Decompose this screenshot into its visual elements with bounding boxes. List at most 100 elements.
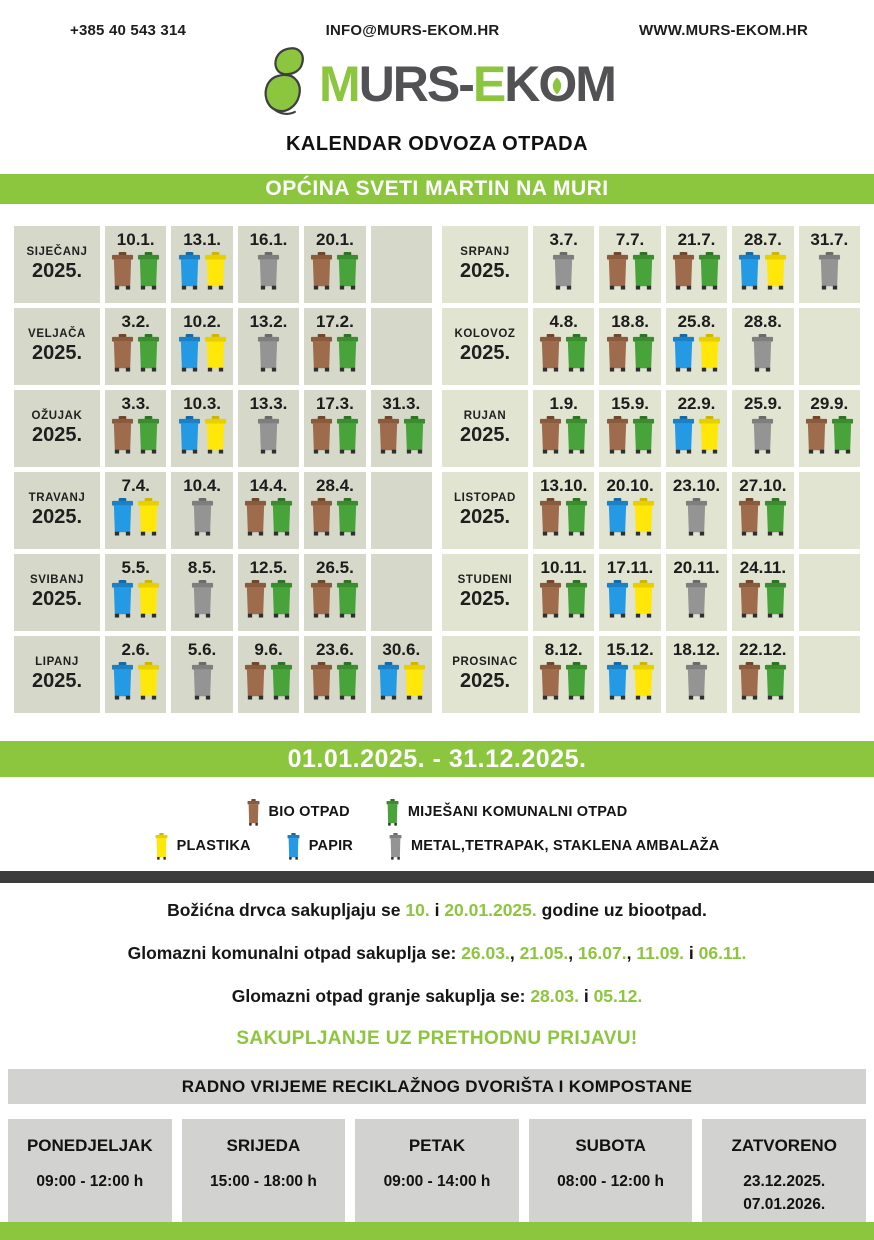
bio-bin-icon	[244, 580, 267, 618]
mko-bin-icon	[765, 662, 787, 700]
empty-cell	[798, 472, 860, 549]
legend-item: METAL,TETRAPAK, STAKLENA AMBALAŽA	[389, 832, 719, 860]
bio-bin-icon	[606, 416, 628, 454]
collection-date-cell: 28.4.	[304, 472, 366, 549]
day-name: SRIJEDA	[226, 1136, 301, 1155]
collection-date: 22.12.	[739, 640, 787, 659]
collection-date: 10.2.	[183, 312, 221, 331]
papir-bin-icon	[739, 252, 761, 290]
collection-date: 20.10.	[606, 476, 654, 495]
bio-bin-icon	[739, 662, 761, 700]
metal-bin-icon	[257, 252, 280, 290]
month-label-cell: LIPANJ 2025.	[14, 636, 100, 713]
bin-icons	[533, 416, 594, 454]
bin-icons	[238, 498, 299, 536]
schedule-day-card: SUBOTA 08:00 - 12:00 h	[528, 1119, 693, 1229]
note-date-highlight: 26.03.	[461, 943, 510, 963]
bin-icons	[238, 416, 299, 454]
bin-icons	[732, 334, 793, 372]
collection-date: 20.1.	[315, 230, 354, 249]
bin-icons	[666, 580, 727, 618]
metal-bin-icon	[685, 580, 708, 618]
empty-cell	[798, 308, 860, 385]
collection-date-cell: 17.2.	[304, 308, 366, 385]
collection-date: 17.2.	[315, 312, 354, 331]
collection-date: 15.9.	[611, 394, 649, 413]
bin-icons	[371, 416, 432, 454]
note-line: Božićna drvca sakupljaju se 10. i 20.01.…	[0, 897, 874, 923]
note-line: SAKUPLJANJE UZ PRETHODNU PRIJAVU!	[0, 1026, 874, 1052]
bio-bin-icon	[540, 662, 562, 700]
bio-bin-icon	[244, 662, 267, 700]
collection-date-cell: 13.1.	[171, 226, 233, 303]
collection-date: 9.6.	[254, 640, 283, 659]
plastika-bin-icon	[138, 580, 160, 618]
day-name: PETAK	[408, 1136, 466, 1155]
empty-cell	[370, 554, 432, 631]
collection-date: 17.3.	[315, 394, 354, 413]
collection-date-cell: 28.8.	[732, 308, 794, 385]
collection-date: 31.3.	[382, 394, 421, 413]
mko-bin-icon	[632, 416, 654, 454]
month-label-cell: STUDENI 2025.	[442, 554, 528, 631]
plastika-bin-icon	[765, 252, 787, 290]
collection-date: 25.9.	[743, 394, 782, 413]
collection-date: 24.11.	[739, 558, 787, 577]
month-name: OŽUJAK	[31, 410, 83, 422]
plastika-bin-icon	[138, 662, 160, 700]
bin-icons	[599, 580, 660, 618]
mko-bin-icon	[566, 498, 588, 536]
divider-bar	[0, 871, 874, 883]
note-line: Glomazni otpad granje sakuplja se: 28.03…	[0, 983, 874, 1009]
municipality-banner: OPĆINA SVETI MARTIN NA MURI	[0, 174, 874, 204]
mko-bin-icon	[337, 662, 359, 700]
bio-bin-icon	[606, 334, 628, 372]
collection-date: 15.12.	[606, 640, 654, 659]
month-name: SRPANJ	[460, 246, 510, 258]
collection-date-cell: 10.2.	[171, 308, 233, 385]
month-label-cell: LISTOPAD 2025.	[442, 472, 528, 549]
empty-cell	[370, 472, 432, 549]
bin-icons	[732, 252, 793, 290]
collection-date: 23.10.	[672, 476, 721, 495]
legend-label: PLASTIKA	[176, 838, 251, 854]
collection-date: 1.9.	[549, 394, 578, 413]
bin-icons	[171, 498, 232, 536]
collection-date: 13.1.	[183, 230, 221, 249]
papir-bin-icon	[606, 580, 628, 618]
bin-icons	[533, 498, 594, 536]
mko-bin-icon	[337, 580, 359, 618]
day-hours: 15:00 - 18:00 h	[209, 1173, 317, 1190]
bio-bin-icon	[112, 334, 134, 372]
mko-bin-icon	[403, 416, 425, 454]
bin-icons	[599, 334, 660, 372]
bin-icons	[238, 662, 299, 700]
collection-date-cell: 31.3.	[370, 390, 432, 467]
bio-bin-icon	[311, 334, 333, 372]
mko-bin-icon	[270, 662, 293, 700]
note-date-highlight: 11.09.	[636, 943, 685, 963]
bin-icons	[105, 580, 166, 618]
collection-calendar: SIJEČANJ 2025. 10.1. 13.1. 16.1.	[14, 226, 860, 713]
empty-cell	[370, 226, 432, 303]
collection-date: 29.9.	[810, 394, 849, 413]
collection-date-cell: 23.6.	[304, 636, 366, 713]
bio-bin-icon	[377, 416, 399, 454]
schedule-day-card: PONEDJELJAK 09:00 - 12:00 h	[8, 1119, 172, 1229]
collection-date-cell: 17.11.	[599, 554, 661, 631]
note-text: ,	[568, 943, 578, 963]
collection-date: 10.11.	[540, 558, 587, 577]
bin-icons	[238, 580, 299, 618]
metal-bin-icon	[191, 662, 213, 700]
contact-bar: +385 40 543 314 INFO@MURS-EKOM.HR WWW.MU…	[0, 0, 874, 39]
bin-icons	[171, 334, 232, 372]
collection-date-cell: 15.12.	[599, 636, 661, 713]
collection-date: 14.4.	[249, 476, 288, 495]
day-name: SUBOTA	[575, 1136, 646, 1155]
legend-item: BIO OTPAD	[247, 798, 350, 826]
papir-bin-icon	[112, 498, 134, 536]
bin-icons	[533, 580, 594, 618]
mko-bin-icon	[831, 416, 853, 454]
month-year: 2025.	[31, 424, 83, 446]
note-text: Glomazni komunalni otpad sakuplja se:	[127, 943, 462, 963]
